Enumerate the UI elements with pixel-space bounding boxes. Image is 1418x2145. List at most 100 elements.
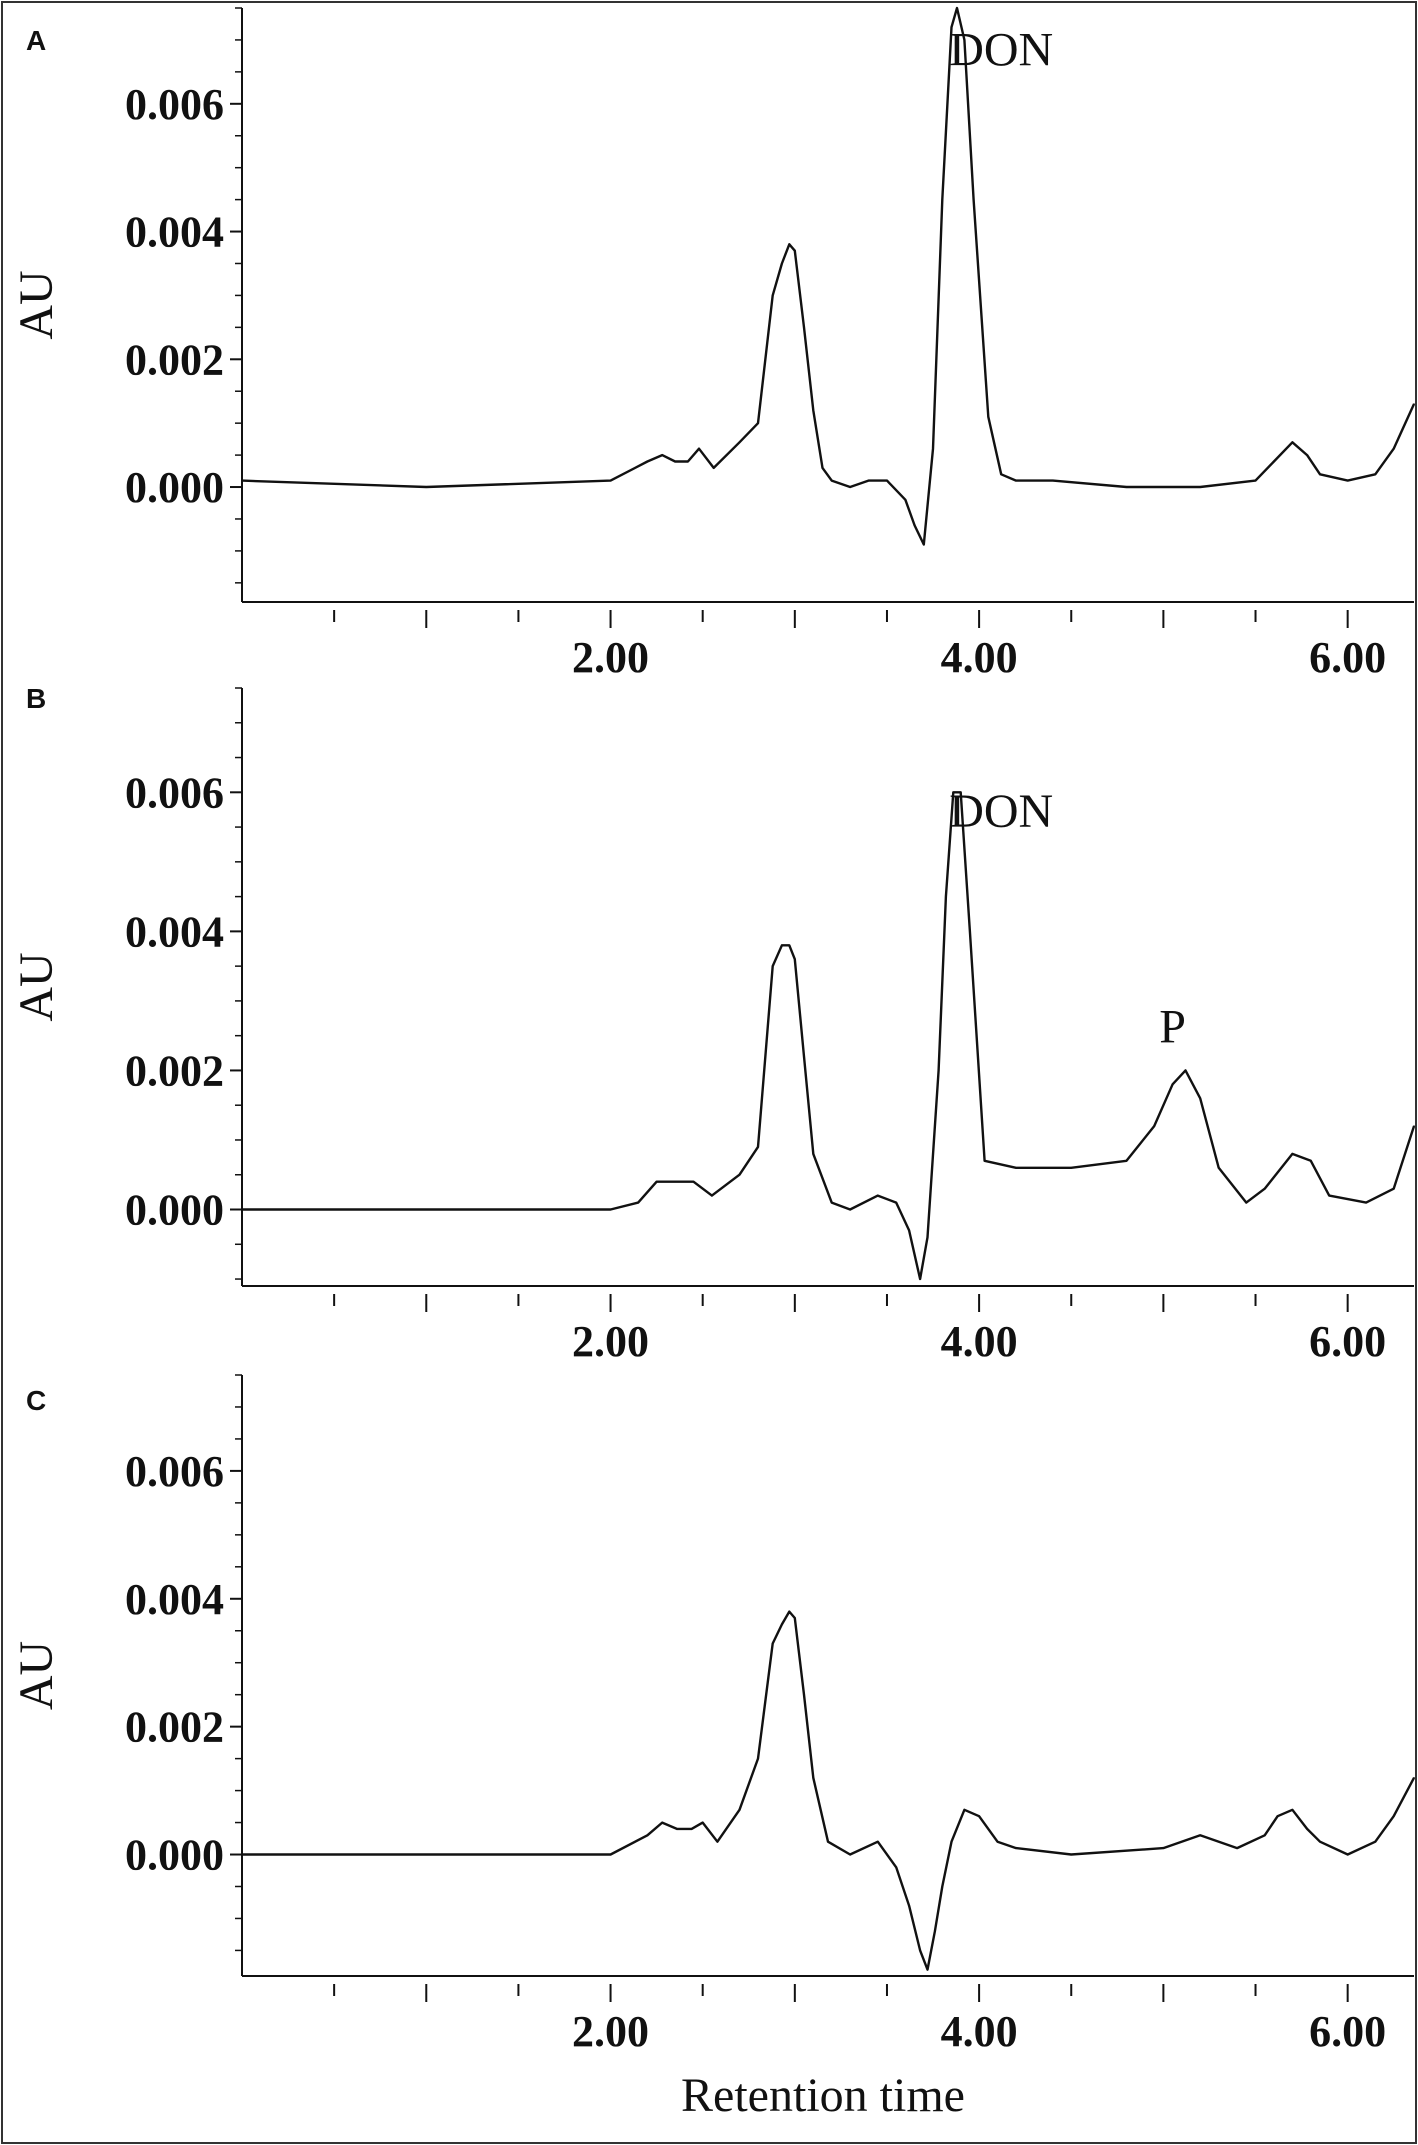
data-point: [849, 486, 851, 488]
data-point: [803, 1693, 805, 1696]
data-point: [821, 467, 824, 469]
y-tick-label: 0.000: [125, 1186, 224, 1235]
y-tick-label: 0.006: [125, 768, 224, 817]
data-point: [655, 1180, 658, 1183]
data-point: [661, 454, 663, 456]
y-tick-label: 0.004: [125, 208, 224, 257]
data-point: [1171, 1083, 1174, 1086]
data-point: [876, 1840, 879, 1843]
data-point: [687, 460, 689, 463]
data-point: [609, 1853, 612, 1856]
y-tick-label: 0.000: [125, 1831, 224, 1880]
data-point: [1263, 1187, 1266, 1190]
data-point: [1236, 1847, 1238, 1849]
data-point: [972, 198, 975, 201]
data-point: [788, 1610, 791, 1613]
data-point: [1015, 1847, 1017, 1849]
data-point: [637, 1201, 639, 1204]
y-tick-label: 0.002: [125, 335, 224, 384]
data-point: [698, 447, 700, 450]
data-point: [781, 1623, 783, 1626]
data-point: [661, 1821, 663, 1824]
data-point: [781, 262, 783, 265]
data-point: [978, 1815, 980, 1817]
panel-letter: A: [26, 25, 46, 56]
data-point: [812, 1776, 815, 1779]
x-tick-label: 4.00: [941, 633, 1018, 682]
data-point: [1199, 486, 1202, 488]
data-point: [771, 1642, 774, 1645]
data-point: [241, 1853, 243, 1856]
peak-label: P: [1159, 1001, 1186, 1054]
data-point: [1365, 1201, 1367, 1204]
series-line: [242, 791, 1416, 1281]
data-point: [926, 1968, 929, 1971]
data-point: [1000, 473, 1003, 476]
data-point: [937, 1069, 940, 1072]
data-point: [1413, 403, 1415, 405]
data-point: [609, 479, 612, 482]
data-point: [1291, 1808, 1294, 1811]
data-point: [919, 1949, 921, 1952]
data-point: [908, 1229, 910, 1232]
data-point: [712, 467, 715, 469]
data-point: [876, 1194, 879, 1197]
data-point: [1374, 473, 1377, 476]
y-tick-label: 0.004: [125, 907, 224, 956]
x-axis-title: Retention time: [681, 2069, 965, 2122]
data-point: [1217, 1166, 1220, 1169]
data-point: [788, 944, 791, 947]
x-tick-label: 6.00: [1309, 633, 1386, 682]
data-point: [934, 1930, 936, 1933]
data-point: [895, 1866, 897, 1869]
y-tick-label: 0.004: [125, 1575, 224, 1624]
data-point: [1263, 1834, 1266, 1837]
data-point: [945, 895, 947, 898]
data-point: [1184, 1069, 1187, 1072]
data-point: [716, 1840, 719, 1843]
data-point: [771, 965, 774, 967]
data-point: [886, 479, 888, 482]
y-tick-label: 0.002: [125, 1046, 224, 1095]
data-point: [923, 543, 925, 546]
data-point: [794, 958, 796, 960]
x-tick-label: 6.00: [1309, 1317, 1386, 1366]
data-point: [646, 460, 649, 463]
data-point: [1413, 1125, 1415, 1127]
data-point: [913, 524, 916, 527]
data-point: [1199, 1834, 1202, 1837]
data-point: [1125, 486, 1128, 488]
data-point: [1070, 1166, 1073, 1169]
data-point: [771, 294, 774, 297]
data-point: [1328, 1194, 1331, 1197]
data-point: [788, 243, 791, 246]
x-tick-label: 6.00: [1309, 2007, 1386, 2056]
data-point: [425, 486, 428, 488]
data-point: [963, 1808, 966, 1811]
data-point: [1125, 1160, 1128, 1162]
series-line: [242, 1610, 1416, 1971]
x-tick-label: 4.00: [941, 2007, 1018, 2056]
data-point: [987, 415, 990, 418]
data-point: [1015, 1166, 1017, 1169]
data-point: [757, 422, 759, 424]
data-point: [959, 791, 962, 794]
x-tick-label: 4.00: [941, 1317, 1018, 1366]
y-tick-label: 0.006: [125, 1447, 224, 1496]
data-point: [646, 1834, 649, 1837]
data-point: [941, 198, 944, 201]
data-point: [1392, 447, 1395, 450]
data-point: [690, 1828, 693, 1830]
data-point: [812, 409, 815, 412]
data-point: [1291, 441, 1294, 444]
peak-label: DON: [949, 23, 1053, 76]
data-point: [1413, 1776, 1415, 1779]
data-point: [932, 447, 934, 450]
data-point: [926, 1236, 929, 1239]
data-point: [1392, 1815, 1395, 1817]
data-point: [757, 1757, 759, 1760]
data-point: [956, 7, 958, 9]
data-point: [952, 791, 955, 794]
data-point: [1306, 1828, 1308, 1830]
